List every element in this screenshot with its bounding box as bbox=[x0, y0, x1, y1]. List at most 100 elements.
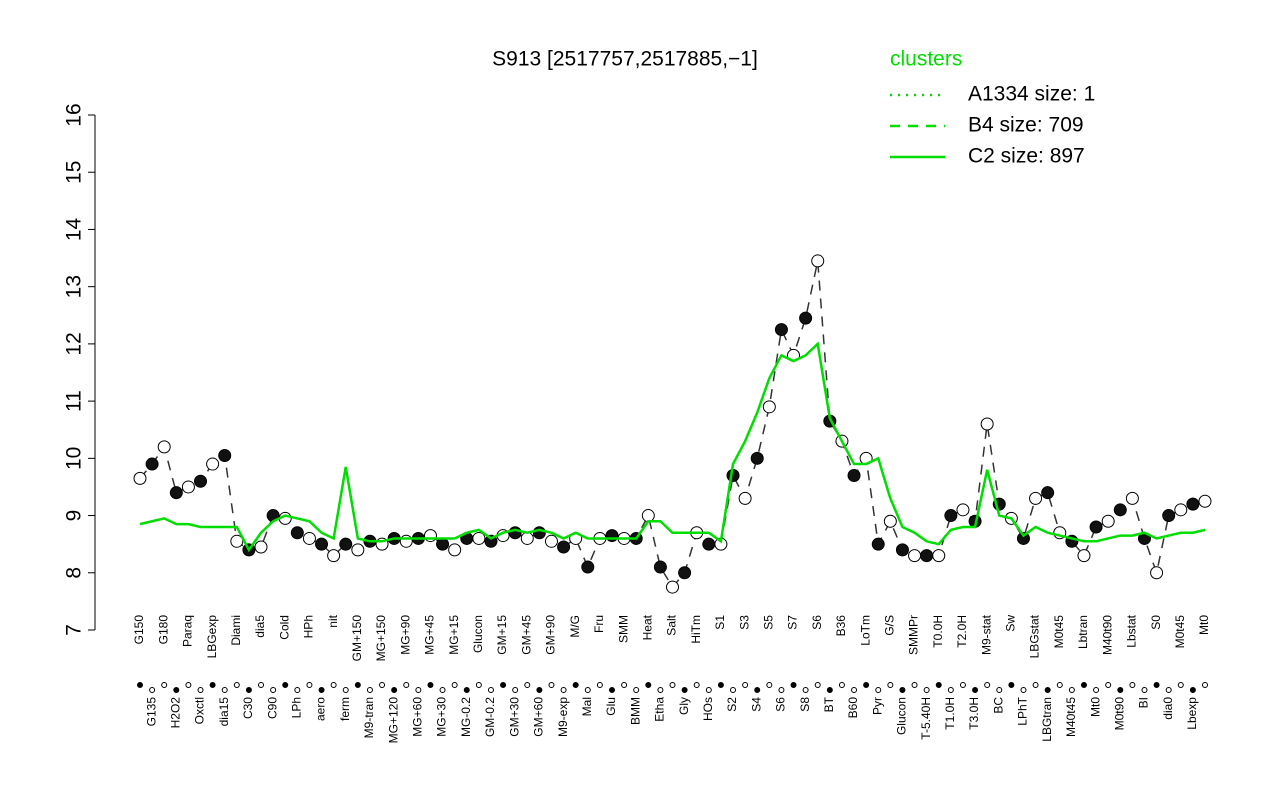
category-dot bbox=[935, 682, 942, 688]
category-dot bbox=[197, 687, 204, 693]
category-dot bbox=[1129, 682, 1136, 688]
category-dot bbox=[838, 682, 845, 688]
x-tick-label: MG+120 bbox=[386, 697, 400, 744]
y-tick-label: 7 bbox=[63, 624, 86, 636]
category-dot bbox=[1177, 682, 1184, 688]
category-dot bbox=[814, 682, 821, 688]
category-dot bbox=[536, 687, 543, 693]
x-tick-label: GM+60 bbox=[532, 697, 546, 737]
data-point bbox=[532, 526, 546, 540]
data-point bbox=[339, 537, 353, 551]
data-point bbox=[448, 543, 462, 557]
data-point bbox=[738, 491, 752, 505]
y-tick-label: 9 bbox=[63, 510, 86, 522]
category-dot bbox=[1117, 687, 1124, 693]
data-point bbox=[169, 486, 183, 500]
x-tick-label: LBGtran bbox=[1040, 697, 1054, 742]
legend-label: C2 size: 897 bbox=[968, 145, 1085, 168]
category-dot bbox=[161, 682, 168, 688]
x-tick-label: Glu bbox=[604, 697, 618, 716]
x-tick-label: LPhT bbox=[1016, 696, 1030, 725]
category-dot bbox=[415, 687, 422, 693]
x-tick-label: T3.0H bbox=[967, 697, 981, 730]
x-tick-label: M9-tran bbox=[362, 697, 376, 738]
x-tick-label: M9-stat bbox=[979, 614, 993, 655]
data-point bbox=[666, 580, 679, 594]
category-dot bbox=[209, 682, 216, 688]
data-point bbox=[436, 537, 450, 551]
x-tick-label: S6 bbox=[810, 615, 824, 630]
data-point bbox=[920, 549, 934, 563]
category-dot bbox=[754, 687, 761, 693]
x-tick-label: G180 bbox=[156, 615, 170, 645]
category-dot bbox=[451, 682, 458, 688]
x-tick-label: HiTm bbox=[689, 615, 703, 644]
category-dot bbox=[270, 687, 277, 693]
data-point bbox=[1089, 520, 1103, 534]
data-point bbox=[290, 526, 304, 540]
data-point bbox=[1077, 549, 1091, 563]
data-point bbox=[762, 400, 776, 414]
x-tick-label: MG+60 bbox=[411, 697, 425, 737]
category-dot bbox=[318, 687, 325, 693]
x-tick-label: Mal bbox=[580, 697, 594, 716]
x-tick-label: B36 bbox=[834, 615, 848, 637]
category-dot bbox=[899, 687, 906, 693]
x-tick-label: GM-0.2 bbox=[483, 697, 497, 737]
x-tick-label: Sw bbox=[1004, 615, 1018, 632]
y-tick-label: 13 bbox=[63, 275, 86, 298]
category-dot bbox=[1056, 682, 1063, 688]
category-dot bbox=[1189, 687, 1196, 693]
data-point bbox=[799, 311, 813, 325]
data-point bbox=[520, 531, 534, 545]
data-point bbox=[544, 534, 558, 548]
y-tick-label: 14 bbox=[63, 217, 86, 241]
x-tick-label: Fru bbox=[592, 615, 606, 633]
x-tick-label: S1 bbox=[713, 615, 727, 630]
category-dot bbox=[705, 687, 712, 693]
x-tick-label: Glucon bbox=[895, 697, 909, 735]
category-dot bbox=[657, 687, 664, 693]
category-dot bbox=[959, 682, 966, 688]
x-tick-label: BT bbox=[822, 696, 836, 712]
x-tick-label: H2O2 bbox=[168, 697, 182, 729]
x-tick-label: Cold bbox=[277, 615, 291, 640]
x-tick-label: MG+15 bbox=[447, 615, 461, 655]
category-dot bbox=[233, 682, 240, 688]
data-point bbox=[847, 469, 861, 482]
data-point bbox=[1125, 491, 1139, 505]
x-tick-label: LBGstat bbox=[1028, 614, 1042, 658]
category-dot bbox=[463, 687, 470, 693]
x-tick-label: M9-exp bbox=[556, 697, 570, 737]
data-point bbox=[327, 549, 341, 563]
x-tick-label: Mt0 bbox=[1197, 615, 1211, 635]
category-dot bbox=[863, 682, 870, 688]
x-tick-label: Lbexp bbox=[1185, 697, 1199, 730]
x-tick-label: B60 bbox=[846, 697, 860, 719]
x-tick-label: S3 bbox=[737, 615, 751, 630]
x-tick-label: T1.0H bbox=[943, 697, 957, 730]
data-point bbox=[133, 471, 147, 485]
x-tick-label: GM+30 bbox=[507, 697, 521, 737]
data-point bbox=[895, 543, 909, 557]
x-tick-label: S0 bbox=[1149, 615, 1163, 630]
category-dot bbox=[487, 687, 494, 693]
x-tick-label: Diami bbox=[229, 615, 243, 646]
category-dot bbox=[766, 682, 773, 688]
x-tick-label: GM+45 bbox=[519, 615, 533, 655]
category-dot bbox=[996, 687, 1003, 693]
data-point bbox=[932, 549, 946, 563]
x-tick-label: Salt bbox=[665, 614, 679, 635]
x-tick-label: Pyr bbox=[870, 697, 884, 715]
data-point bbox=[1016, 531, 1030, 545]
x-tick-label: S6 bbox=[774, 697, 788, 712]
x-tick-label: BMM bbox=[628, 697, 642, 725]
category-dot bbox=[911, 682, 918, 688]
category-dot bbox=[669, 682, 676, 688]
category-dot bbox=[548, 682, 555, 688]
series-line bbox=[139, 341, 1206, 553]
x-tick-label: BI bbox=[1137, 697, 1151, 708]
category-dot bbox=[342, 687, 349, 693]
data-point bbox=[944, 509, 958, 523]
x-tick-label: MG+30 bbox=[435, 697, 449, 737]
